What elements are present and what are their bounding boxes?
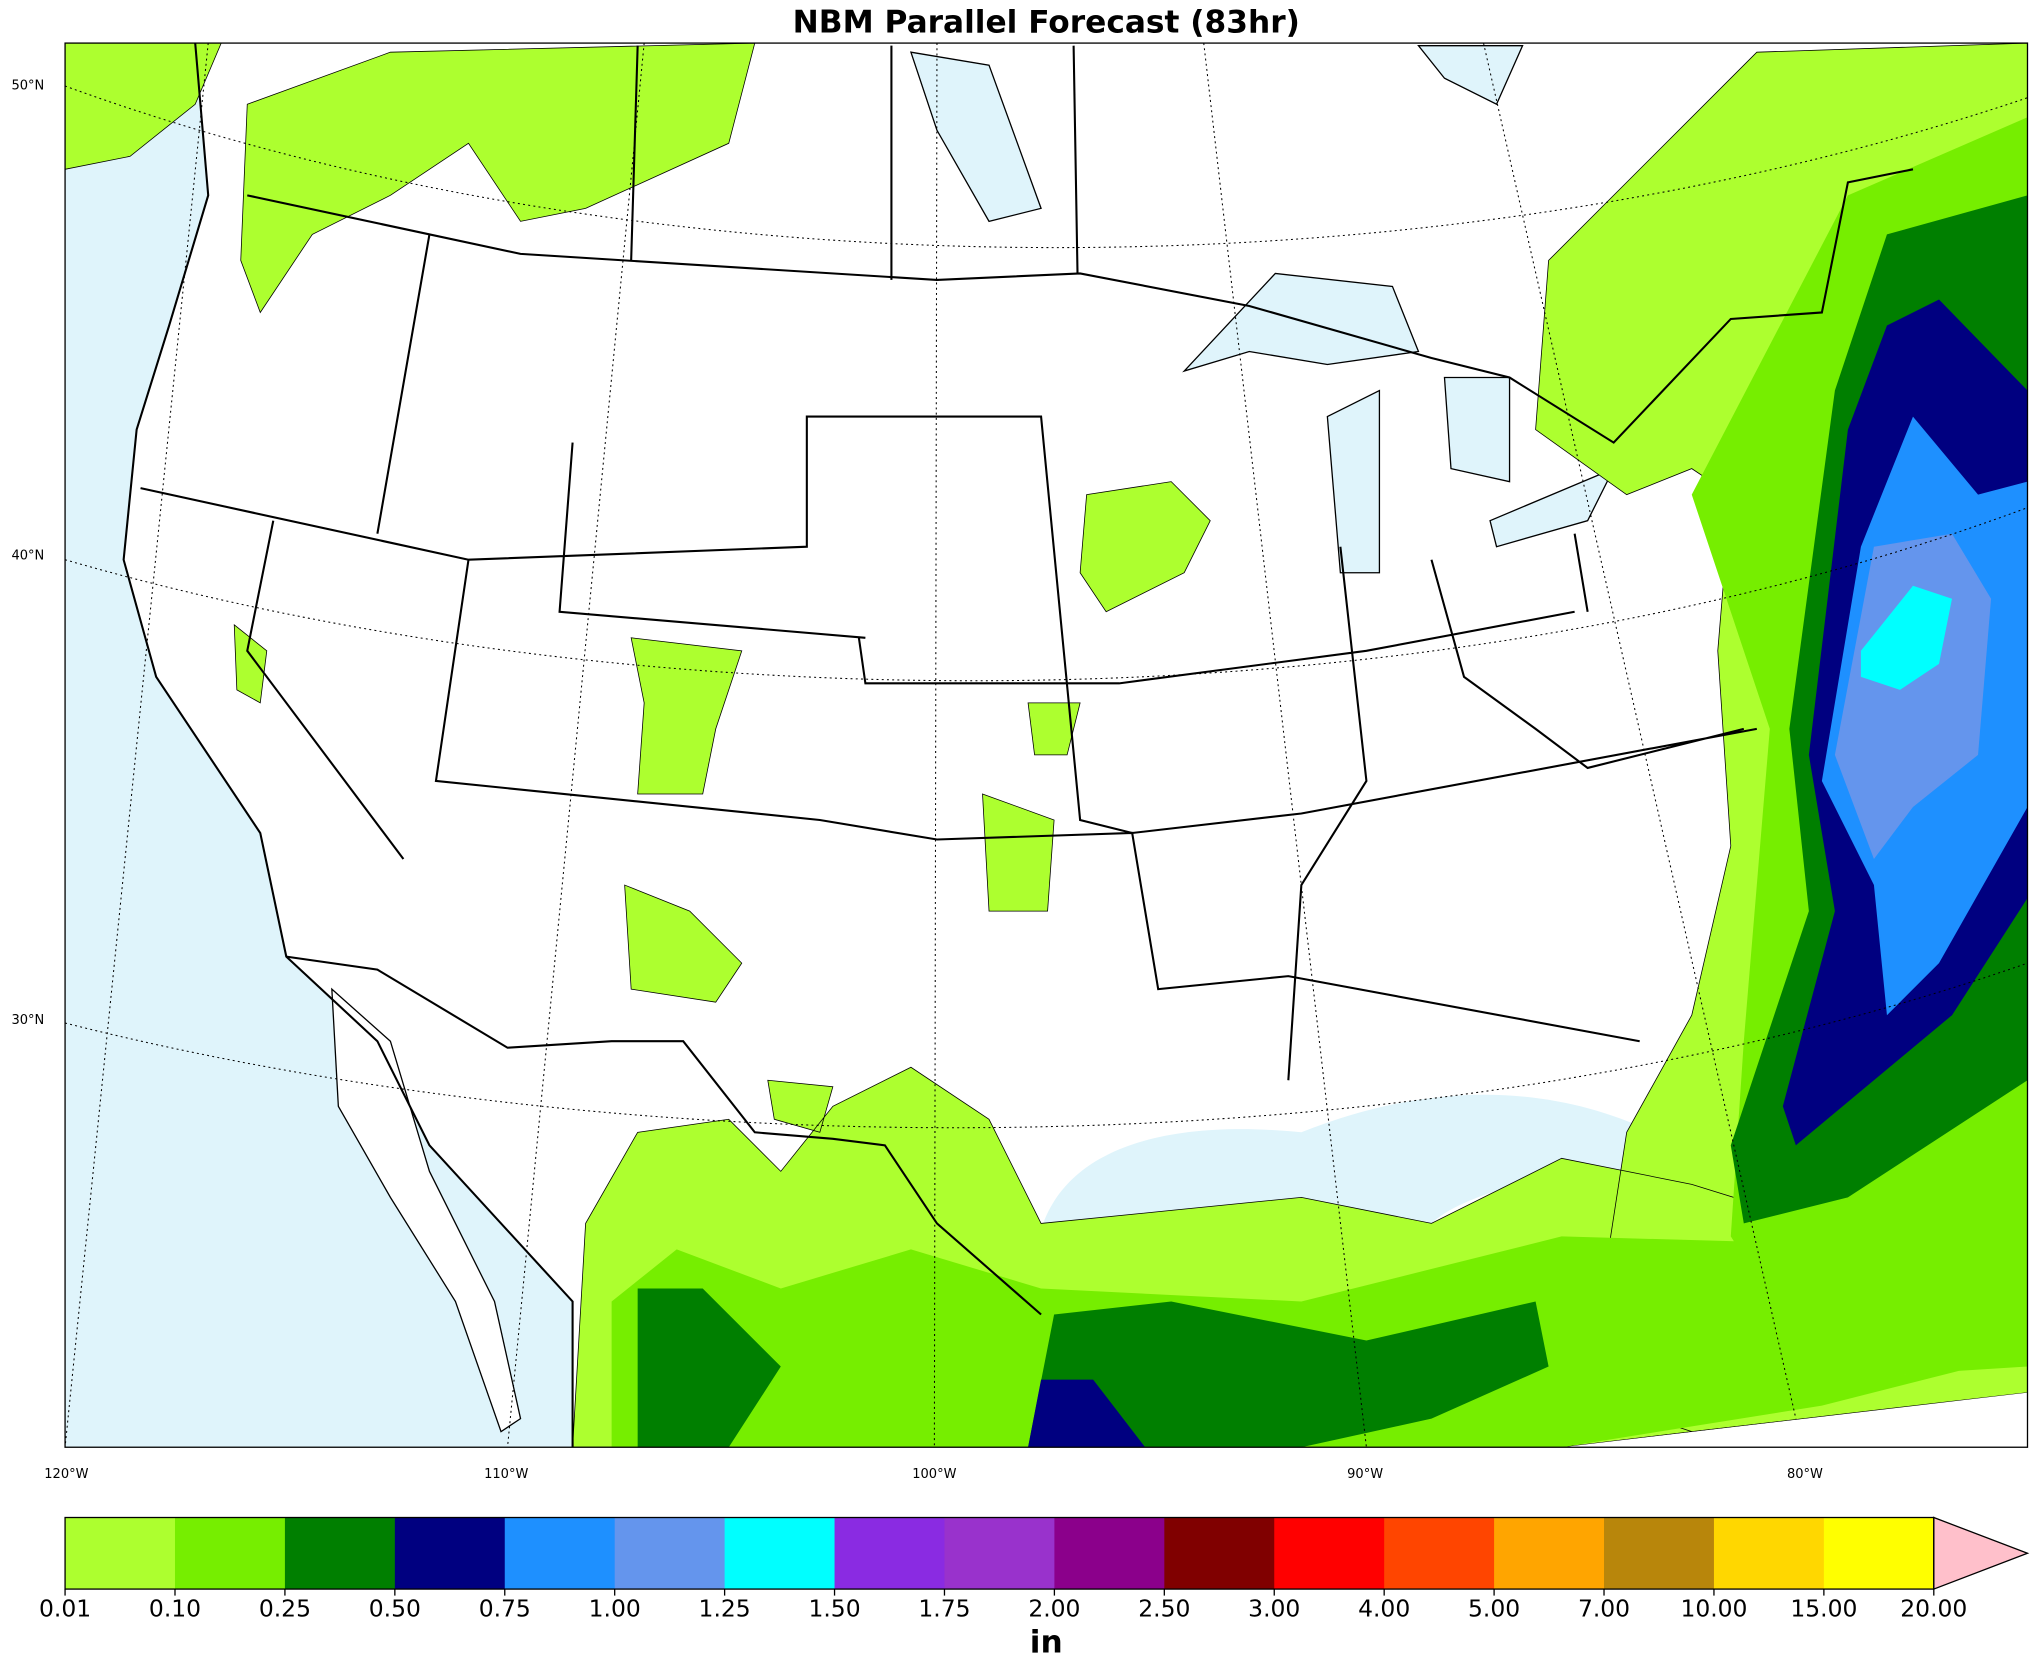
colorbar-tick-label: 1.25	[699, 1594, 751, 1622]
colorbar-tick-label: 15.00	[1790, 1594, 1857, 1622]
colorbar-tick-label: 3.00	[1248, 1594, 1300, 1622]
colorbar-tick-label: 1.00	[589, 1594, 641, 1622]
gulf	[1041, 1094, 1692, 1230]
colorbar-segment	[1604, 1517, 1715, 1590]
us-mexico-border	[286, 955, 1042, 1316]
us-canada-border	[247, 168, 1914, 444]
precip-025	[637, 195, 2028, 1448]
colorbar-segment	[834, 1517, 946, 1590]
colorbar-segment	[394, 1517, 506, 1590]
colorbar-tick-label: 7.00	[1578, 1594, 1630, 1622]
colorbar-tick-label: 2.50	[1138, 1594, 1190, 1622]
lat-label: 40°N	[11, 548, 44, 563]
colorbar-segment	[1384, 1517, 1495, 1590]
lon-label: 110°W	[484, 1467, 528, 1482]
colorbar-segment	[724, 1517, 836, 1590]
colorbar-segment	[1494, 1517, 1605, 1590]
colorbar-segment	[614, 1517, 726, 1590]
colorbar-segment	[504, 1517, 616, 1590]
colorbar-tick-label: 1.75	[918, 1594, 970, 1622]
precip-050	[1028, 299, 2028, 1448]
lat-label: 50°N	[11, 79, 44, 94]
precip-001	[65, 43, 2028, 1448]
precip-125	[1860, 585, 1953, 690]
title: NBM Parallel Forecast (83hr)	[793, 5, 1300, 41]
colorbar-segment	[1274, 1517, 1385, 1590]
precip-100	[1834, 533, 1992, 860]
colorbar-tick-label: 0.25	[259, 1594, 311, 1622]
lon-label: 80°W	[1787, 1467, 1823, 1482]
colorbar: 0.01 0.10 0.25 0.50 0.75 1.00 1.25 1.50 1.75 2.00…	[39, 1516, 2030, 1622]
colorbar-segment	[65, 1517, 176, 1590]
colorbar-tick-label: 0.75	[479, 1594, 531, 1622]
colorbar-tick-label: 0.50	[369, 1594, 421, 1622]
colorbar-segment	[944, 1517, 1056, 1590]
colorbar-segment	[1054, 1517, 1165, 1590]
out-of-domain	[1561, 1392, 2028, 1448]
colorbar-segment	[284, 1517, 396, 1590]
lon-label: 100°W	[912, 1467, 956, 1482]
colorbar-segment	[1823, 1517, 1935, 1590]
colorbar-tick-label: 2.00	[1028, 1594, 1080, 1622]
colorbar-segment	[1713, 1517, 1825, 1590]
colorbar-tick-label: 10.00	[1680, 1594, 1747, 1622]
lon-label: 90°W	[1347, 1467, 1383, 1482]
boundaries	[65, 43, 2028, 1448]
precipitation	[65, 43, 2028, 1448]
colorbar-tick-label: 4.00	[1358, 1594, 1410, 1622]
pacific-coast	[122, 43, 574, 1448]
colorbar-tick-label: 5.00	[1468, 1594, 1520, 1622]
lon-label: 120°W	[44, 1467, 88, 1482]
colorbar-frame	[64, 1516, 1935, 1590]
colorbar-unit: in	[1030, 1625, 1063, 1661]
colorbar-extend	[1933, 1516, 2030, 1591]
colorbar-tick-label: 0.10	[149, 1594, 201, 1622]
map	[65, 43, 2028, 1448]
map-frame	[64, 42, 2029, 1448]
state-lines	[140, 45, 1758, 1081]
colorbar-tick-label: 1.50	[808, 1594, 860, 1622]
lat-label: 30°N	[11, 1013, 44, 1028]
colorbar-tick-label: 0.01	[39, 1594, 91, 1622]
lakes	[909, 45, 1732, 574]
colorbar-segment	[1164, 1517, 1275, 1590]
colorbar-tick-label: 20.00	[1900, 1594, 1967, 1622]
colorbar-segment	[174, 1517, 286, 1590]
graticule	[65, 43, 2028, 1448]
